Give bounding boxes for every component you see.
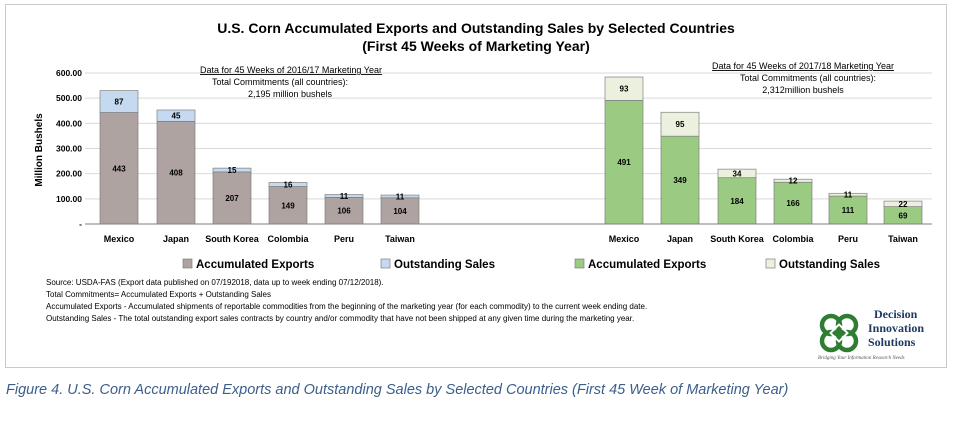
panel-1-total: 2,195 million bushels	[248, 89, 333, 99]
data-label-outstanding-sales: 45	[172, 112, 181, 121]
chart-title: U.S. Corn Accumulated Exports and Outsta…	[217, 20, 735, 36]
celtic-knot-icon	[819, 313, 859, 353]
x-tick-label: Colombia	[772, 234, 814, 244]
figure-caption: Figure 4. U.S. Corn Accumulated Exports …	[6, 382, 789, 398]
data-label-outstanding-sales: 34	[733, 169, 742, 178]
data-label-accumulated-exports: 207	[225, 194, 239, 203]
y-tick-label: 500.00	[56, 93, 82, 103]
x-tick-label: Peru	[334, 234, 354, 244]
y-tick-label: 600.00	[56, 68, 82, 78]
bar-outstanding-sales	[324, 194, 364, 198]
data-label-outstanding-sales: 11	[396, 192, 405, 201]
bar-accumulated-exports	[717, 177, 757, 225]
x-tick-label: Peru	[838, 234, 858, 244]
logo-line-1: Decision	[874, 307, 918, 321]
data-label-outstanding-sales: 12	[789, 177, 798, 186]
chart-subtitle: (First 45 Weeks of Marketing Year)	[362, 38, 589, 54]
x-tick-label: Japan	[163, 234, 189, 244]
bar-accumulated-exports	[604, 100, 644, 225]
bar-accumulated-exports	[324, 196, 364, 225]
x-axis-labels: Mexico Japan South Korea Colombia Peru Taiwan…	[104, 234, 918, 244]
bar-outstanding-sales	[268, 182, 308, 187]
legend-label: Outstanding Sales	[394, 259, 495, 271]
data-label-accumulated-exports: 166	[786, 199, 800, 208]
bar-outstanding-sales	[99, 90, 139, 113]
legend-label: Accumulated Exports	[588, 259, 706, 271]
data-label-outstanding-sales: 15	[228, 166, 237, 175]
x-tick-label: South Korea	[710, 234, 764, 244]
data-label-accumulated-exports: 104	[393, 207, 407, 216]
legend-label: Accumulated Exports	[196, 259, 314, 271]
x-tick-label: South Korea	[205, 234, 259, 244]
bar-outstanding-sales	[828, 192, 868, 197]
y-tick-label: 400.00	[56, 118, 82, 128]
bar-outstanding-sales	[717, 168, 757, 179]
stacked-bar-chart: U.S. Corn Accumulated Exports and Outsta…	[34, 20, 932, 361]
data-label-outstanding-sales: 16	[284, 180, 293, 189]
y-axis-ticks: 600.00 500.00 400.00 300.00 200.00 100.00 -	[56, 68, 82, 229]
bar-outstanding-sales	[380, 194, 420, 199]
x-tick-label: Japan	[667, 234, 693, 244]
bar-outstanding-sales	[604, 76, 644, 101]
bars: 443 87 408 45 207 15 149 16 106 11 104 11 491 93 349 95…	[99, 76, 923, 225]
panel-2-total: 2,312million bushels	[762, 85, 844, 95]
data-label-accumulated-exports: 184	[730, 197, 744, 206]
bar-outstanding-sales	[212, 167, 252, 173]
logo-line-2: Innovation	[868, 321, 924, 335]
data-label-accumulated-exports: 349	[673, 176, 687, 185]
x-tick-label: Taiwan	[385, 234, 415, 244]
bar-outstanding-sales	[883, 200, 923, 207]
y-axis-label: Million Bushels	[34, 113, 45, 187]
data-label-outstanding-sales: 11	[844, 191, 853, 200]
y-tick-label: 100.00	[56, 194, 82, 204]
data-label-outstanding-sales: 95	[676, 120, 685, 129]
logo-line-3: Solutions	[868, 335, 916, 349]
panel-1-note: Total Commitments (all countries):	[212, 77, 348, 87]
logo-tagline: Bridging Your Information Research Needs	[818, 356, 905, 361]
panel-2-header: Data for 45 Weeks of 2017/18 Marketing Y…	[712, 61, 894, 71]
legend: Accumulated Exports Outstanding Sales Accu…	[182, 258, 880, 271]
data-label-outstanding-sales: 93	[620, 85, 629, 94]
x-tick-label: Colombia	[267, 234, 309, 244]
data-label-outstanding-sales: 11	[340, 192, 349, 201]
x-tick-label: Mexico	[609, 234, 640, 244]
note-total-commitments: Total Commitments= Accumulated Exports +…	[46, 290, 271, 299]
bar-outstanding-sales	[773, 178, 813, 183]
data-label-accumulated-exports: 443	[112, 164, 126, 173]
bar-outstanding-sales	[660, 111, 700, 137]
legend-swatch	[380, 258, 391, 269]
data-label-outstanding-sales: 87	[115, 98, 124, 107]
data-label-accumulated-exports: 69	[899, 211, 908, 220]
panel-1-header: Data for 45 Weeks of 2016/17 Marketing Y…	[200, 65, 382, 75]
legend-swatch	[182, 258, 193, 269]
bar-outstanding-sales	[156, 109, 196, 122]
bar-accumulated-exports	[380, 197, 420, 225]
data-label-accumulated-exports: 111	[842, 206, 855, 215]
y-tick-label: -	[79, 219, 82, 229]
data-label-accumulated-exports: 408	[169, 169, 183, 178]
legend-label: Outstanding Sales	[779, 259, 880, 271]
bar-accumulated-exports	[828, 195, 868, 225]
y-tick-label: 200.00	[56, 169, 82, 179]
note-source: Source: USDA-FAS (Export data published …	[46, 278, 384, 287]
note-outstanding-sales: Outstanding Sales - The total outstandin…	[46, 314, 634, 323]
legend-swatch	[574, 258, 585, 269]
data-label-accumulated-exports: 491	[617, 158, 631, 167]
note-accumulated-exports: Accumulated Exports - Accumulated shipme…	[46, 302, 647, 311]
company-logo: Decision Innovation Solutions Bridging Y…	[818, 307, 924, 361]
bar-accumulated-exports	[268, 186, 308, 225]
x-tick-label: Mexico	[104, 234, 135, 244]
panel-2-note: Total Commitments (all countries):	[740, 73, 876, 83]
bar-accumulated-exports	[660, 135, 700, 225]
data-label-accumulated-exports: 149	[281, 201, 295, 210]
bar-accumulated-exports	[212, 171, 252, 225]
legend-swatch	[765, 258, 776, 269]
x-tick-label: Taiwan	[888, 234, 918, 244]
chart-frame: U.S. Corn Accumulated Exports and Outsta…	[5, 4, 947, 368]
y-tick-label: 300.00	[56, 144, 82, 154]
data-label-outstanding-sales: 22	[899, 200, 908, 209]
data-label-accumulated-exports: 106	[337, 207, 351, 216]
